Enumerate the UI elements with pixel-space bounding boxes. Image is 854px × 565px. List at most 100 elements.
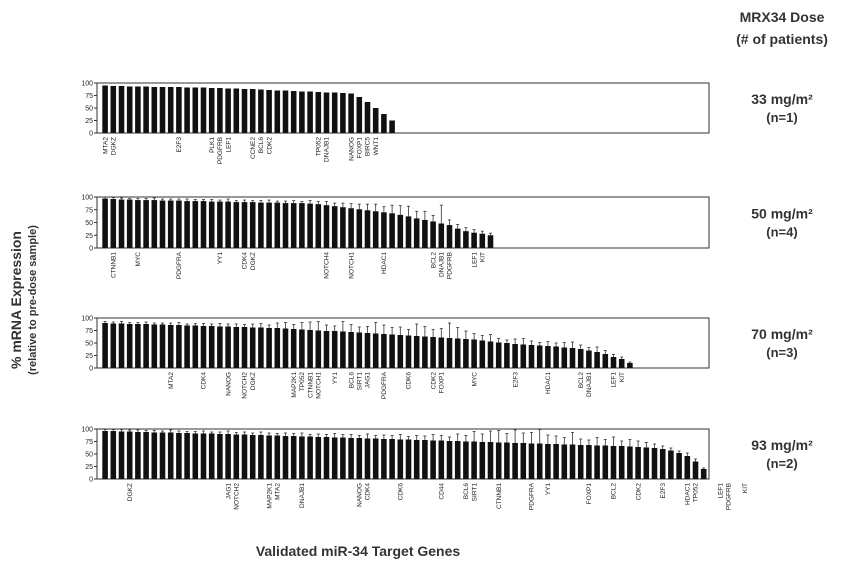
- gene-label: CDK2: [430, 372, 437, 390]
- bar: [602, 445, 609, 479]
- gene-label: CDK4: [365, 483, 372, 501]
- gene-label: SIRT1: [357, 372, 364, 391]
- bar: [594, 445, 600, 479]
- bar: [118, 86, 125, 133]
- bar: [143, 432, 149, 479]
- bar: [479, 340, 486, 368]
- bar: [159, 432, 166, 479]
- bar: [446, 225, 453, 248]
- dose-label: 70 mg/m²: [751, 326, 813, 342]
- bar: [512, 344, 518, 368]
- bar: [586, 350, 592, 368]
- bar: [356, 332, 363, 368]
- gene-label: TP052: [299, 372, 306, 392]
- gene-label: YY1: [545, 483, 552, 496]
- bar: [266, 435, 272, 479]
- bar: [323, 205, 330, 248]
- bar: [545, 346, 551, 368]
- bar: [422, 336, 428, 368]
- bar: [208, 433, 215, 479]
- bar: [118, 323, 125, 368]
- bar: [167, 432, 174, 479]
- gene-label: KIT: [619, 372, 626, 382]
- bar: [627, 446, 633, 479]
- bar: [545, 444, 551, 479]
- bar: [536, 345, 543, 368]
- gene-label: E2F3: [176, 137, 183, 153]
- bar: [192, 87, 199, 133]
- gene-label: PLK1: [209, 137, 216, 153]
- bar: [389, 120, 395, 133]
- bar: [323, 437, 330, 479]
- bar: [340, 207, 346, 248]
- bar: [356, 438, 363, 479]
- bar: [118, 199, 125, 248]
- bar: [577, 349, 584, 368]
- gene-label: NOTCH2: [242, 372, 249, 399]
- bar: [569, 348, 576, 368]
- y-tick-label: 25: [85, 233, 93, 240]
- bar: [159, 324, 166, 368]
- gene-label: LEF1: [225, 137, 232, 153]
- bar: [405, 216, 412, 248]
- bar: [184, 201, 190, 248]
- bar: [618, 446, 625, 479]
- patients-label: (n=2): [766, 456, 797, 471]
- bar: [249, 327, 256, 368]
- bar: [241, 434, 248, 479]
- bar: [364, 102, 371, 133]
- y-tick-label: 0: [89, 366, 93, 373]
- gene-label: NOTCH1: [348, 252, 355, 279]
- bar: [217, 434, 223, 479]
- y-tick-label: 0: [89, 246, 93, 253]
- gene-label: BCL6: [348, 372, 355, 389]
- y-tick-label: 75: [85, 328, 93, 335]
- gene-label: LEF1: [717, 483, 724, 499]
- y-tick-label: 75: [85, 439, 93, 446]
- dose-label: 50 mg/m²: [751, 206, 813, 222]
- bar: [422, 219, 428, 248]
- bar: [479, 442, 486, 479]
- bar: [266, 328, 272, 368]
- bar: [315, 204, 322, 248]
- bar: [110, 199, 117, 248]
- gene-label: CD44: [439, 483, 446, 500]
- gene-label: DGKZ: [127, 483, 134, 501]
- bar: [471, 339, 477, 368]
- gene-label: CDK6: [406, 372, 413, 390]
- bar: [340, 93, 346, 133]
- bar: [241, 89, 248, 133]
- bar: [438, 440, 445, 479]
- bar: [217, 326, 223, 368]
- bar: [258, 435, 264, 479]
- bar: [627, 363, 633, 368]
- bar: [184, 433, 190, 479]
- bar: [233, 327, 240, 368]
- bar: [315, 92, 322, 133]
- y-tick-label: 100: [81, 427, 93, 434]
- gene-label: CDK2: [266, 137, 273, 155]
- gene-label: MTA2: [102, 137, 109, 154]
- bar: [241, 202, 248, 248]
- bar: [446, 338, 453, 368]
- bar: [200, 433, 207, 479]
- bar: [520, 443, 527, 479]
- bar: [102, 198, 108, 248]
- bar: [372, 333, 379, 368]
- bar: [192, 433, 199, 479]
- bar: [159, 200, 166, 248]
- bar: [274, 202, 281, 248]
- y-axis-label: % mRNA Expression (relative to pre-dose …: [8, 225, 39, 375]
- y-tick-label: 100: [81, 81, 93, 88]
- bar: [102, 85, 108, 133]
- bar: [159, 87, 166, 133]
- bar: [135, 432, 141, 479]
- bar: [200, 326, 207, 368]
- bar: [668, 450, 674, 479]
- gene-label: CDK4: [242, 252, 249, 270]
- bar: [143, 200, 149, 248]
- gene-label: E2F3: [512, 372, 519, 388]
- y-tick-label: 75: [85, 207, 93, 214]
- gene-label: PDGFRB: [447, 252, 454, 279]
- bar: [126, 86, 133, 133]
